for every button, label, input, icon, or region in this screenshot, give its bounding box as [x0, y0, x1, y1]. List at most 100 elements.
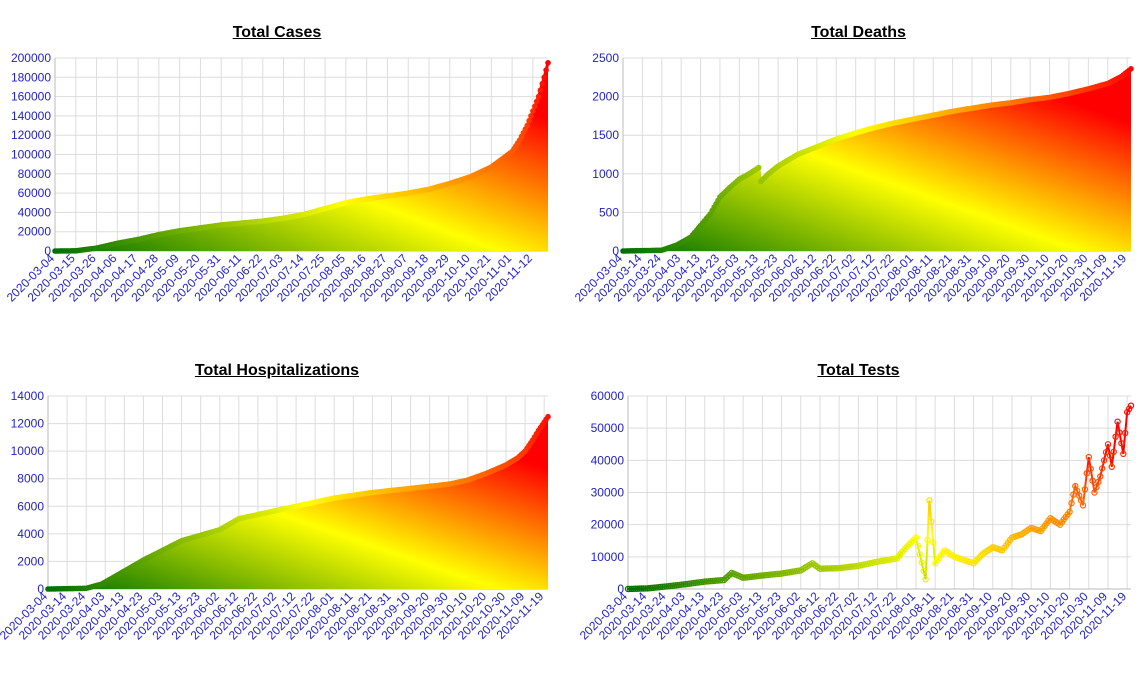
y-tick-label: 20000 — [591, 518, 625, 532]
y-tick-label: 10000 — [591, 550, 625, 564]
data-point — [1066, 508, 1073, 515]
data-point — [1122, 429, 1129, 437]
data-point — [628, 585, 636, 593]
data-point — [907, 540, 914, 547]
chart-total-deaths: 050010001500200025002020-03-042020-03-14… — [572, 51, 1134, 305]
y-tick-label: 2500 — [592, 51, 619, 65]
data-point — [1100, 457, 1108, 464]
data-point — [1128, 66, 1134, 72]
data-point — [1095, 478, 1102, 486]
data-point — [545, 413, 551, 420]
y-tick-label: 140000 — [11, 109, 51, 123]
data-point — [920, 567, 927, 575]
data-point — [1114, 418, 1121, 425]
data-point — [1099, 465, 1106, 472]
data-point — [541, 74, 547, 81]
y-tick-label: 1000 — [592, 167, 619, 181]
data-point — [1070, 491, 1077, 498]
y-tick-label: 100000 — [11, 148, 51, 162]
y-tick-label: 30000 — [591, 486, 625, 500]
y-tick-label: 4000 — [17, 527, 44, 541]
y-tick-label: 160000 — [11, 90, 51, 104]
data-point — [530, 108, 536, 114]
data-point — [974, 556, 981, 563]
y-tick-label: 6000 — [17, 499, 44, 513]
data-point — [1097, 473, 1104, 480]
chart-panel-tests: Total Tests 0 10000 20000 30000 40000 50000 60… — [572, 358, 1145, 668]
data-point — [638, 585, 645, 592]
data-point — [914, 542, 922, 550]
y-tick-label: 2000 — [17, 554, 44, 568]
data-point — [532, 103, 538, 110]
data-point — [918, 559, 925, 566]
chart-panel-deaths: Total Deaths 0 500 1000 1500 2000 2500 2020-03… — [572, 20, 1145, 320]
data-point — [1120, 450, 1127, 458]
y-tick-label: 200000 — [11, 51, 51, 65]
chart-title-deaths: Total Deaths — [811, 24, 906, 41]
data-point — [926, 497, 933, 504]
data-point — [1118, 439, 1125, 447]
data-point — [924, 536, 931, 544]
y-tick-label: 8000 — [17, 472, 44, 486]
y-tick-label: 40000 — [18, 205, 52, 219]
data-point — [1124, 408, 1131, 416]
data-point — [528, 113, 534, 119]
data-point — [626, 585, 634, 593]
y-tick-label: 0 — [44, 244, 51, 258]
data-point — [1127, 402, 1135, 409]
y-tick-label: 2000 — [592, 90, 619, 104]
data-point — [774, 570, 781, 578]
chart-panel-hospitalizations: Total Hospitalizations 0 2000 4000 6000 8000… — [0, 358, 572, 668]
chart-title-tests: Total Tests — [817, 362, 900, 379]
data-point — [832, 564, 839, 572]
data-point — [1093, 483, 1100, 491]
y-tick-label: 120000 — [11, 128, 51, 142]
chart-total-cases: 0 20000 40000 60000 80000 100000 120000 140000 1… — [4, 51, 551, 305]
chart-panel-cases: Total Cases 0 20000 40000 60000 80000 100000 1… — [0, 20, 572, 320]
y-tick-label: 500 — [599, 205, 619, 219]
data-point — [1068, 499, 1075, 507]
y-tick-label: 1500 — [592, 128, 619, 142]
y-tick-label: 50000 — [591, 421, 625, 435]
data-point — [822, 565, 829, 572]
data-point — [543, 67, 549, 73]
data-point — [1091, 489, 1098, 496]
data-point — [1112, 433, 1119, 440]
data-point — [1104, 441, 1112, 448]
y-tick-label: 20000 — [18, 225, 52, 239]
y-tick-label: 0 — [617, 582, 624, 596]
data-point — [912, 534, 920, 541]
chart-title-hospitalizations: Total Hospitalizations — [194, 362, 360, 379]
data-point — [755, 164, 762, 171]
data-point — [828, 565, 835, 572]
series-area — [623, 68, 1131, 251]
y-tick-label: 12000 — [11, 417, 45, 431]
y-tick-label: 40000 — [591, 453, 625, 467]
data-point — [539, 80, 546, 87]
chart-title-cases: Total Cases — [232, 24, 322, 41]
y-tick-label: 80000 — [18, 167, 52, 181]
data-point — [533, 98, 540, 105]
data-point — [1108, 463, 1116, 471]
chart-total-hospitalizations: 020004000600080001000012000140002020-03-… — [0, 389, 551, 643]
data-point — [545, 60, 551, 66]
data-point — [1087, 465, 1094, 473]
data-point — [1079, 502, 1087, 509]
series-area — [48, 416, 548, 589]
data-point — [916, 551, 923, 558]
data-point — [535, 93, 542, 100]
y-tick-label: 60000 — [591, 389, 625, 403]
data-point — [1089, 477, 1096, 484]
y-tick-label: 180000 — [11, 70, 51, 84]
data-point — [526, 117, 532, 124]
data-point — [972, 558, 979, 565]
data-point — [1083, 469, 1091, 477]
y-tick-label: 60000 — [18, 186, 52, 200]
data-point — [1110, 448, 1117, 456]
data-point — [1081, 486, 1089, 493]
chart-total-tests: 01000020000300004000050000600002020-03-0… — [577, 389, 1135, 643]
data-point — [928, 518, 935, 525]
series-area — [55, 62, 548, 251]
data-point — [930, 539, 937, 546]
data-point — [978, 552, 985, 559]
